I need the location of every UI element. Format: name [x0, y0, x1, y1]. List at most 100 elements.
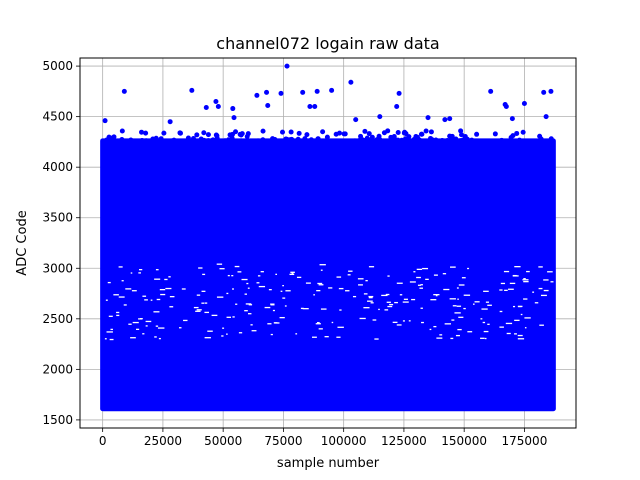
x-tick-label: 175000: [502, 434, 548, 448]
gap-mark: [150, 299, 153, 301]
outlier-point: [213, 98, 219, 104]
data-point: [474, 131, 480, 137]
gap-mark: [319, 264, 326, 266]
data-point: [381, 130, 387, 136]
gap-mark: [132, 321, 139, 324]
gap-mark: [402, 301, 409, 303]
gap-mark: [499, 310, 503, 313]
gap-mark: [138, 272, 141, 274]
gap-mark: [484, 337, 487, 340]
gap-mark: [204, 337, 211, 339]
gap-mark: [523, 278, 526, 280]
data-point: [296, 130, 302, 136]
y-axis-ticks: 1500 2000 2500 3000 3500 4000 4500 5000: [42, 59, 80, 427]
gap-mark: [499, 326, 504, 328]
gap-mark: [226, 292, 229, 295]
y-tick-label: 3000: [42, 261, 73, 275]
gap-mark: [331, 321, 334, 324]
gap-mark: [164, 278, 168, 281]
data-point: [444, 138, 450, 144]
gap-mark: [482, 321, 486, 324]
outlier-point: [312, 104, 318, 110]
data-band: [100, 128, 556, 412]
data-points: [102, 63, 554, 125]
gap-mark: [290, 271, 295, 273]
y-tick-label: 3500: [42, 211, 73, 225]
data-point: [238, 132, 244, 138]
gap-mark: [317, 282, 323, 285]
data-point: [230, 131, 236, 137]
gap-mark: [158, 337, 161, 340]
gap-mark: [539, 324, 544, 326]
gap-mark: [457, 328, 462, 331]
gap-mark: [244, 310, 248, 312]
gap-mark: [444, 323, 451, 325]
gap-mark: [296, 276, 302, 279]
data-point: [520, 129, 526, 135]
gap-mark: [520, 313, 523, 316]
data-point: [158, 136, 164, 142]
y-tick-label: 5000: [42, 59, 73, 73]
data-point: [510, 133, 516, 139]
data-point: [143, 130, 149, 136]
data-point: [177, 130, 183, 136]
outlier-point: [425, 115, 431, 121]
data-point: [288, 129, 294, 135]
gap-mark: [550, 281, 554, 283]
gap-mark: [118, 266, 123, 268]
gap-mark: [523, 280, 529, 283]
gap-mark: [235, 303, 238, 305]
outlier-point: [314, 88, 320, 94]
gap-mark: [183, 319, 188, 322]
gap-mark: [202, 273, 206, 276]
data-point: [191, 138, 197, 144]
outlier-point: [264, 89, 270, 95]
gap-mark: [337, 326, 344, 328]
data-point: [352, 138, 358, 144]
gap-mark: [420, 307, 423, 309]
gap-mark: [221, 335, 224, 337]
gap-mark: [442, 273, 447, 275]
outlier-point: [121, 88, 127, 94]
gap-mark: [439, 334, 443, 336]
outlier-point: [167, 119, 173, 125]
gap-mark: [487, 323, 490, 325]
data-point: [201, 137, 207, 143]
gap-mark: [481, 308, 488, 310]
gap-mark: [125, 288, 132, 290]
data-point: [229, 135, 235, 141]
gap-mark: [450, 337, 454, 340]
gap-mark: [207, 330, 213, 332]
gap-mark: [449, 298, 456, 300]
gap-mark: [246, 282, 249, 285]
gap-mark: [394, 301, 398, 304]
gap-mark: [547, 271, 553, 273]
gap-mark: [483, 330, 489, 333]
gap-mark: [399, 294, 403, 296]
data-point: [404, 136, 410, 142]
gap-mark: [104, 338, 107, 340]
gap-mark: [155, 269, 159, 271]
gap-mark: [107, 281, 111, 284]
data-point: [433, 137, 439, 143]
gap-mark: [130, 337, 136, 339]
gap-mark: [270, 333, 273, 336]
plot-frame: [79, 57, 577, 429]
gap-mark: [456, 287, 459, 289]
data-point: [458, 128, 464, 134]
outlier-point: [503, 104, 509, 110]
gap-mark: [145, 325, 148, 327]
gap-mark: [128, 323, 132, 325]
gap-mark: [436, 337, 443, 339]
gap-mark: [352, 295, 357, 298]
gap-mark: [238, 332, 243, 334]
outlier-point: [203, 105, 209, 111]
x-tick-label: 75000: [264, 434, 302, 448]
gap-mark: [105, 299, 108, 301]
data-point: [104, 137, 110, 143]
gap-mark: [318, 284, 324, 286]
gap-mark: [467, 267, 470, 270]
gap-mark: [285, 290, 291, 292]
gap-mark: [131, 290, 137, 292]
